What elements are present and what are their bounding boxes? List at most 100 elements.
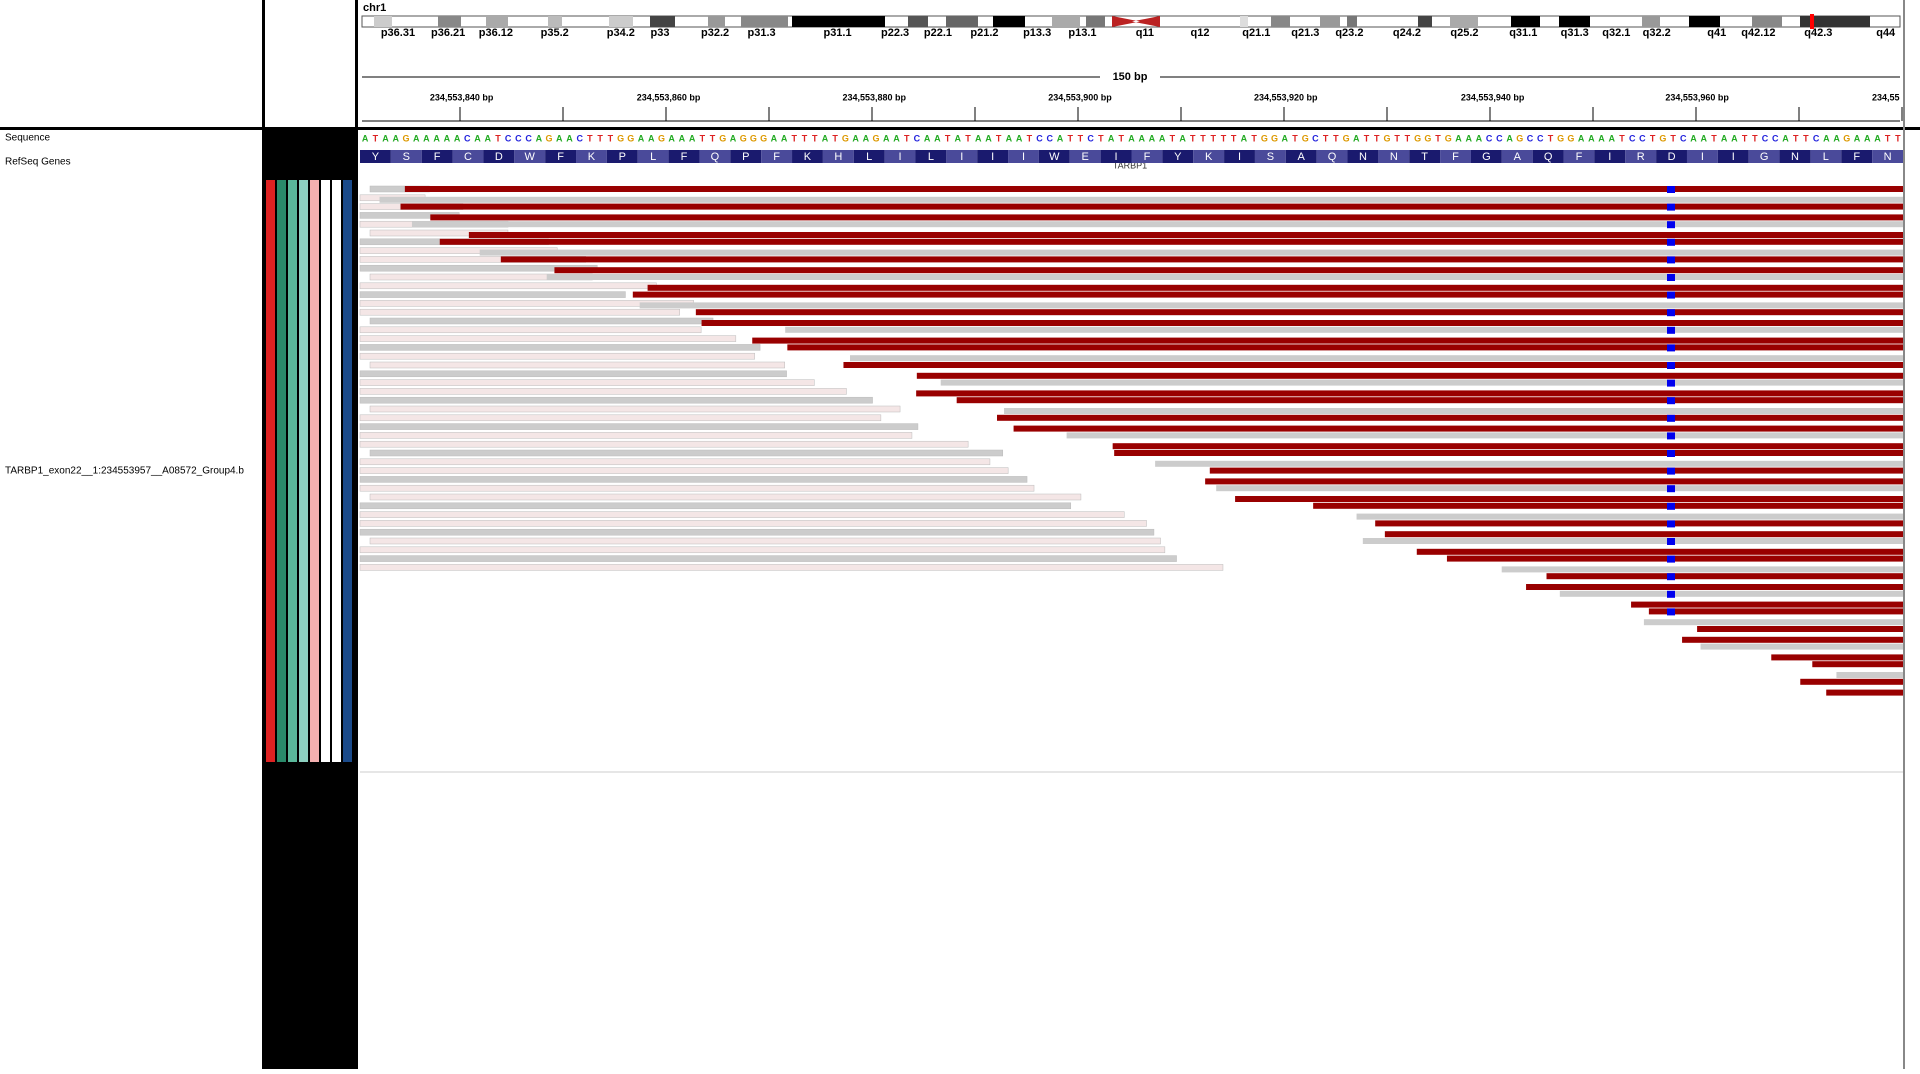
- amino-acid: Y: [1174, 151, 1182, 163]
- read: [1697, 626, 1903, 632]
- codon: [514, 150, 546, 163]
- base: G: [719, 133, 726, 143]
- base: A: [1138, 133, 1145, 143]
- cytoband: [1511, 16, 1540, 27]
- mismatch: [1667, 362, 1675, 369]
- base: A: [566, 133, 573, 143]
- base: C: [1772, 133, 1779, 143]
- read: [1013, 425, 1903, 432]
- base: T: [812, 133, 818, 143]
- cytoband: [792, 16, 885, 27]
- read: [359, 423, 919, 430]
- amino-acid: F: [1452, 151, 1459, 163]
- base: A: [1700, 133, 1707, 143]
- mismatch: [1667, 309, 1675, 317]
- track-name[interactable]: TARBP1_exon22__1:234553957__A08572_Group…: [5, 466, 244, 477]
- base: A: [1159, 133, 1166, 143]
- base: G: [627, 133, 634, 143]
- amino-acid: I: [960, 151, 963, 163]
- read: [1771, 654, 1903, 661]
- read: [359, 440, 969, 448]
- read: [359, 476, 1028, 483]
- read: [359, 352, 755, 360]
- read: [468, 232, 1903, 238]
- amino-acid: I: [899, 151, 902, 163]
- cytoband: [1800, 16, 1870, 27]
- read: [1643, 619, 1903, 626]
- centromere: [1112, 16, 1160, 27]
- codon: [1285, 150, 1317, 163]
- read: [1375, 520, 1903, 527]
- base: C: [1537, 133, 1544, 143]
- cytoband-label: q41: [1707, 27, 1726, 39]
- base: T: [1394, 133, 1400, 143]
- base: A: [1455, 133, 1462, 143]
- base: G: [658, 133, 665, 143]
- mismatch: [1667, 555, 1675, 563]
- read: [439, 238, 1903, 245]
- amino-acid: S: [403, 151, 410, 163]
- base: T: [1619, 133, 1625, 143]
- track-name[interactable]: Sequence: [5, 133, 50, 144]
- mismatch: [1667, 397, 1675, 405]
- codon: [915, 150, 947, 163]
- cytoband-label: q11: [1136, 27, 1154, 39]
- read: [916, 372, 1903, 379]
- read: [369, 405, 901, 413]
- base: A: [1006, 133, 1013, 143]
- base: C: [464, 133, 471, 143]
- codon: [360, 150, 391, 163]
- base: A: [1823, 133, 1830, 143]
- base: G: [1567, 133, 1574, 143]
- base: A: [955, 133, 962, 143]
- read: [1066, 432, 1903, 439]
- amino-acid: F: [681, 151, 688, 163]
- cytoband: [486, 16, 508, 27]
- amino-acid: K: [588, 151, 596, 163]
- amino-acid: E: [1082, 151, 1089, 163]
- amino-acid: G: [1482, 151, 1491, 163]
- base: A: [1057, 133, 1064, 143]
- base: T: [965, 133, 971, 143]
- position-label: 234,553,860 bp: [637, 92, 701, 102]
- read: [500, 256, 1903, 263]
- base: T: [1170, 133, 1176, 143]
- codon: [792, 150, 823, 163]
- amino-acid: Q: [1328, 151, 1337, 163]
- codon: [1100, 150, 1132, 163]
- read: [359, 396, 873, 404]
- read: [359, 282, 657, 290]
- base: A: [985, 133, 992, 143]
- base: T: [1752, 133, 1758, 143]
- cytoband-label: q21.1: [1242, 27, 1270, 39]
- track-name[interactable]: RefSeq Genes: [5, 157, 71, 168]
- cytoband-label: p13.3: [1023, 27, 1051, 39]
- mismatch: [1667, 256, 1675, 264]
- read: [787, 344, 1904, 351]
- base: G: [1659, 133, 1666, 143]
- base: T: [1221, 133, 1227, 143]
- amino-acid: P: [619, 151, 626, 163]
- mismatch: [1667, 538, 1675, 545]
- read: [1112, 443, 1903, 450]
- amino-acid: F: [557, 151, 564, 163]
- base: C: [515, 133, 522, 143]
- read: [1155, 460, 1903, 467]
- base: G: [1516, 133, 1523, 143]
- base: T: [1333, 133, 1339, 143]
- cytoband-label: q23.2: [1335, 27, 1363, 39]
- mismatch: [1667, 379, 1675, 387]
- attribute: [277, 180, 286, 762]
- codon: [576, 150, 607, 163]
- cytoband: [1450, 16, 1478, 27]
- cytoband-label: p22.3: [881, 27, 909, 39]
- amino-acid: I: [1701, 151, 1704, 163]
- position-label: 234,553,960 bp: [1665, 92, 1729, 102]
- read: [695, 309, 1903, 316]
- codon: [1378, 150, 1410, 163]
- read: [359, 291, 626, 298]
- base: A: [924, 133, 931, 143]
- base: T: [1231, 133, 1237, 143]
- cytoband: [1320, 16, 1340, 27]
- read: [1416, 548, 1903, 555]
